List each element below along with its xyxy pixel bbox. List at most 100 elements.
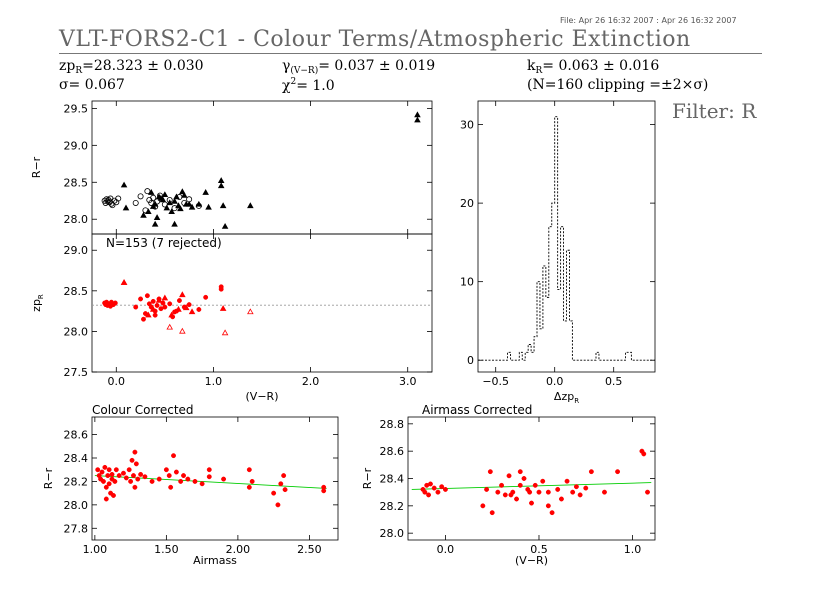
data-point	[109, 471, 115, 477]
x-tick-label: 2.0	[302, 375, 320, 388]
colour-corrected-frame	[91, 416, 339, 541]
x-tick-label: 2.50	[297, 543, 322, 556]
data-point	[422, 489, 428, 495]
airmass-corrected-title: Airmass Corrected	[422, 403, 532, 417]
data-point	[177, 205, 184, 212]
data-point	[540, 478, 546, 484]
x-tick-label: 0.0	[546, 375, 564, 388]
airmass-corrected-chart: Airmass Corrected 28.0 28.2 28.4 28.6 28.8 0.0…	[361, 403, 656, 567]
y-tick-label: 20	[460, 197, 474, 210]
histogram-bar	[540, 329, 543, 360]
data-point	[129, 457, 135, 463]
histogram-bar	[564, 321, 567, 360]
data-point	[495, 489, 501, 495]
y-tick-label: 29.0	[64, 139, 89, 152]
y-tick-label: 28.5	[64, 176, 89, 189]
data-point	[203, 294, 209, 300]
data-point	[116, 473, 122, 479]
airmass-corrected-frame	[407, 416, 656, 541]
data-point	[147, 189, 155, 195]
y-tick-label: 28.8	[380, 418, 405, 431]
data-point	[148, 199, 155, 206]
data-point	[195, 200, 203, 207]
data-point	[602, 489, 607, 495]
y-tick-label: 28.5	[64, 285, 89, 298]
data-point	[182, 304, 190, 311]
data-point	[100, 478, 106, 484]
histogram-x-label: ΔzpR	[554, 390, 579, 405]
data-point	[132, 449, 138, 455]
data-point	[163, 204, 171, 211]
data-point	[442, 486, 448, 492]
data-point	[132, 199, 139, 206]
x-tick-label: 3.0	[399, 375, 417, 388]
raw-y-label: R−r	[30, 156, 43, 178]
data-point	[577, 492, 583, 498]
x-tick-label: 0.5	[530, 543, 548, 556]
data-point	[154, 302, 160, 308]
data-point	[106, 467, 112, 473]
data-point	[282, 487, 288, 493]
data-point	[122, 204, 130, 211]
data-point	[145, 208, 152, 215]
y-tick-label: 10	[460, 276, 474, 289]
data-point	[121, 470, 126, 476]
data-point	[103, 484, 109, 490]
data-point	[156, 476, 162, 482]
data-point	[152, 312, 158, 318]
data-point	[173, 193, 180, 200]
colour-corrected-y-label: R−r	[42, 467, 55, 489]
data-point	[145, 311, 152, 318]
data-point	[149, 305, 157, 312]
data-point	[176, 298, 182, 304]
data-point	[202, 189, 209, 195]
data-point	[615, 469, 621, 475]
data-point	[247, 308, 254, 315]
data-point	[102, 464, 108, 470]
data-point	[188, 203, 196, 210]
data-point	[166, 199, 173, 206]
y-tick-label: 29.5	[64, 102, 89, 115]
data-point	[545, 503, 551, 509]
data-point	[186, 302, 192, 308]
data-point	[161, 191, 169, 198]
page-title: VLT-FORS2-C1 - Colour Terms/Atmospheric …	[59, 27, 691, 52]
zeropoint-stat: zpR=28.323 ± 0.030	[59, 58, 204, 76]
data-point	[175, 305, 182, 312]
data-point	[506, 473, 512, 479]
data-point	[517, 469, 523, 475]
data-point	[217, 177, 225, 184]
data-point	[150, 194, 157, 201]
data-point	[219, 305, 227, 311]
zeropoint-y-label: zpR	[30, 294, 45, 312]
x-tick-label: −0.5	[482, 375, 509, 388]
data-point	[168, 484, 174, 490]
data-point	[179, 188, 186, 195]
data-point	[138, 471, 144, 477]
histogram-outline	[478, 116, 655, 361]
histogram-bar	[531, 352, 534, 360]
data-point	[275, 502, 281, 508]
data-point	[168, 311, 175, 318]
y-tick-label: 29.0	[64, 244, 89, 257]
y-tick-label: 28.6	[64, 429, 89, 442]
data-point	[484, 486, 490, 492]
airmass-corrected-fit-line	[411, 482, 652, 490]
data-point	[112, 478, 118, 484]
data-point	[641, 451, 647, 457]
zeropoint-chart: 27.5 28.0 28.5 29.0 0.0 1.0 2.0 3.0 N=153 (7 rej…	[30, 233, 433, 403]
data-point	[142, 474, 148, 480]
data-point	[428, 481, 433, 487]
data-point	[171, 197, 178, 204]
data-point	[583, 485, 589, 491]
data-point	[249, 478, 255, 484]
data-point	[120, 181, 128, 188]
x-tick-label: 1.0	[205, 375, 223, 388]
data-point	[521, 476, 527, 481]
title-divider	[59, 53, 762, 54]
y-tick-label: 28.0	[64, 499, 89, 512]
clipping-stat: (N=160 clipping =±2×σ)	[527, 77, 709, 93]
data-point	[163, 467, 169, 473]
zeropoint-annotation: N=153 (7 rejected)	[106, 236, 222, 250]
colour-corrected-chart: Colour Corrected 27.8 28.0 28.2 28.4 28.6 1.00…	[42, 403, 339, 567]
